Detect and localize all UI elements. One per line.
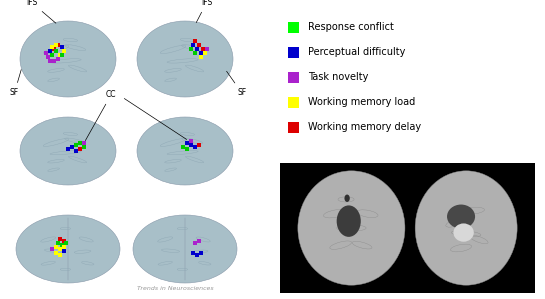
- Point: [186, 143, 195, 147]
- Bar: [280, 163, 535, 293]
- Bar: [288, 71, 299, 83]
- Point: [68, 145, 76, 150]
- Point: [203, 47, 211, 51]
- Point: [44, 55, 52, 60]
- Point: [52, 43, 60, 48]
- Point: [50, 59, 58, 63]
- Point: [189, 251, 197, 255]
- Point: [80, 141, 88, 145]
- Point: [56, 237, 64, 241]
- Point: [197, 55, 205, 60]
- Point: [50, 47, 58, 51]
- Point: [197, 51, 205, 55]
- Point: [59, 248, 68, 253]
- Point: [59, 49, 68, 54]
- Point: [47, 53, 56, 57]
- Point: [80, 145, 88, 150]
- Point: [192, 253, 201, 257]
- Point: [62, 241, 70, 245]
- Point: [58, 242, 66, 247]
- Point: [46, 59, 54, 63]
- Ellipse shape: [20, 21, 116, 97]
- Bar: [288, 121, 299, 132]
- Point: [41, 51, 50, 55]
- Point: [56, 247, 64, 251]
- Point: [47, 247, 56, 251]
- Text: SF: SF: [10, 70, 21, 97]
- Ellipse shape: [137, 21, 233, 97]
- Bar: [288, 47, 299, 57]
- Ellipse shape: [415, 171, 517, 285]
- Point: [186, 139, 195, 144]
- Point: [198, 47, 207, 51]
- Point: [76, 141, 84, 145]
- Bar: [288, 22, 299, 33]
- Point: [195, 143, 203, 147]
- Text: IFS: IFS: [196, 0, 212, 22]
- Ellipse shape: [137, 117, 233, 185]
- Point: [53, 57, 62, 61]
- Ellipse shape: [133, 215, 237, 283]
- Point: [191, 145, 199, 150]
- Point: [52, 251, 60, 255]
- Text: CC: CC: [86, 90, 117, 141]
- Bar: [288, 97, 299, 108]
- Ellipse shape: [447, 205, 475, 228]
- Point: [46, 49, 54, 54]
- Point: [183, 147, 191, 151]
- Point: [58, 53, 66, 57]
- Point: [59, 239, 68, 243]
- Point: [71, 143, 80, 147]
- Point: [53, 241, 62, 245]
- Point: [195, 43, 203, 48]
- Point: [197, 251, 205, 255]
- Text: IFS: IFS: [26, 0, 56, 23]
- Text: Trends in Neurosciences: Trends in Neurosciences: [137, 286, 213, 291]
- Point: [201, 51, 209, 55]
- Point: [59, 245, 68, 249]
- Point: [191, 51, 199, 55]
- Ellipse shape: [20, 117, 116, 185]
- Ellipse shape: [453, 223, 474, 242]
- Point: [64, 147, 72, 151]
- Ellipse shape: [337, 205, 361, 237]
- Text: Perceptual difficulty: Perceptual difficulty: [308, 47, 405, 57]
- Point: [179, 145, 187, 150]
- Point: [195, 239, 203, 243]
- Text: Task novelty: Task novelty: [308, 72, 368, 82]
- Point: [53, 43, 62, 48]
- Text: SF: SF: [227, 71, 246, 97]
- Text: Response conflict: Response conflict: [308, 22, 394, 32]
- Ellipse shape: [344, 195, 350, 202]
- Point: [186, 47, 195, 51]
- Point: [76, 147, 84, 151]
- Point: [189, 43, 197, 48]
- Ellipse shape: [298, 171, 405, 285]
- Text: Working memory delay: Working memory delay: [308, 122, 421, 132]
- Point: [52, 245, 60, 249]
- Point: [183, 141, 191, 145]
- Text: Working memory load: Working memory load: [308, 97, 415, 107]
- Point: [191, 39, 199, 43]
- Point: [47, 45, 56, 49]
- Point: [191, 241, 199, 245]
- Point: [56, 253, 64, 257]
- Point: [192, 47, 201, 51]
- Point: [71, 149, 80, 153]
- Point: [56, 53, 64, 57]
- Ellipse shape: [16, 215, 120, 283]
- Point: [58, 45, 66, 49]
- Point: [52, 49, 60, 54]
